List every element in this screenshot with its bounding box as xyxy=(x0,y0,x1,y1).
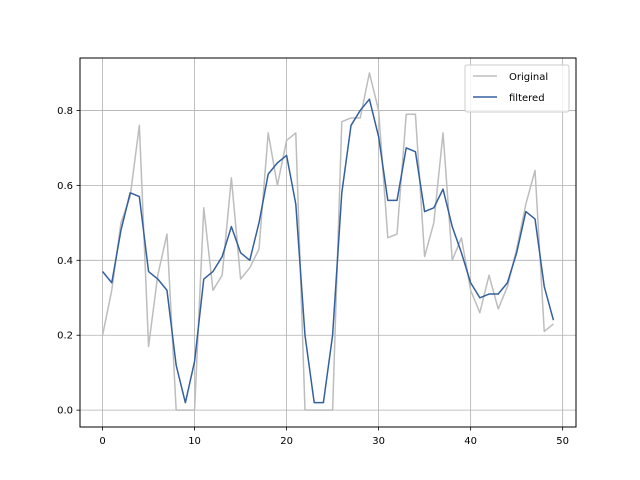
x-tick-label: 0 xyxy=(99,436,105,447)
axes: 0 10 20 30 40 50 0.0 0.2 0.4 0.6 0.8 xyxy=(57,106,569,447)
x-tick-label: 50 xyxy=(556,436,569,447)
y-tick-label: 0.0 xyxy=(57,406,73,417)
legend-label-filtered: filtered xyxy=(509,93,545,104)
x-tick-label: 30 xyxy=(372,436,385,447)
x-tick-label: 10 xyxy=(188,436,201,447)
y-tick-label: 0.2 xyxy=(57,331,73,342)
legend: Original filtered xyxy=(464,64,570,113)
y-tick-label: 0.4 xyxy=(57,256,73,267)
series-line-original xyxy=(101,72,554,411)
x-tick-label: 20 xyxy=(280,436,293,447)
plot-frame xyxy=(79,57,577,428)
series-layer xyxy=(101,72,555,411)
series-line-filtered xyxy=(101,98,555,404)
y-tick-label: 0.6 xyxy=(57,181,73,192)
legend-label-original: Original xyxy=(509,72,548,83)
x-tick-label: 40 xyxy=(464,436,477,447)
y-tick-label: 0.8 xyxy=(57,106,73,117)
